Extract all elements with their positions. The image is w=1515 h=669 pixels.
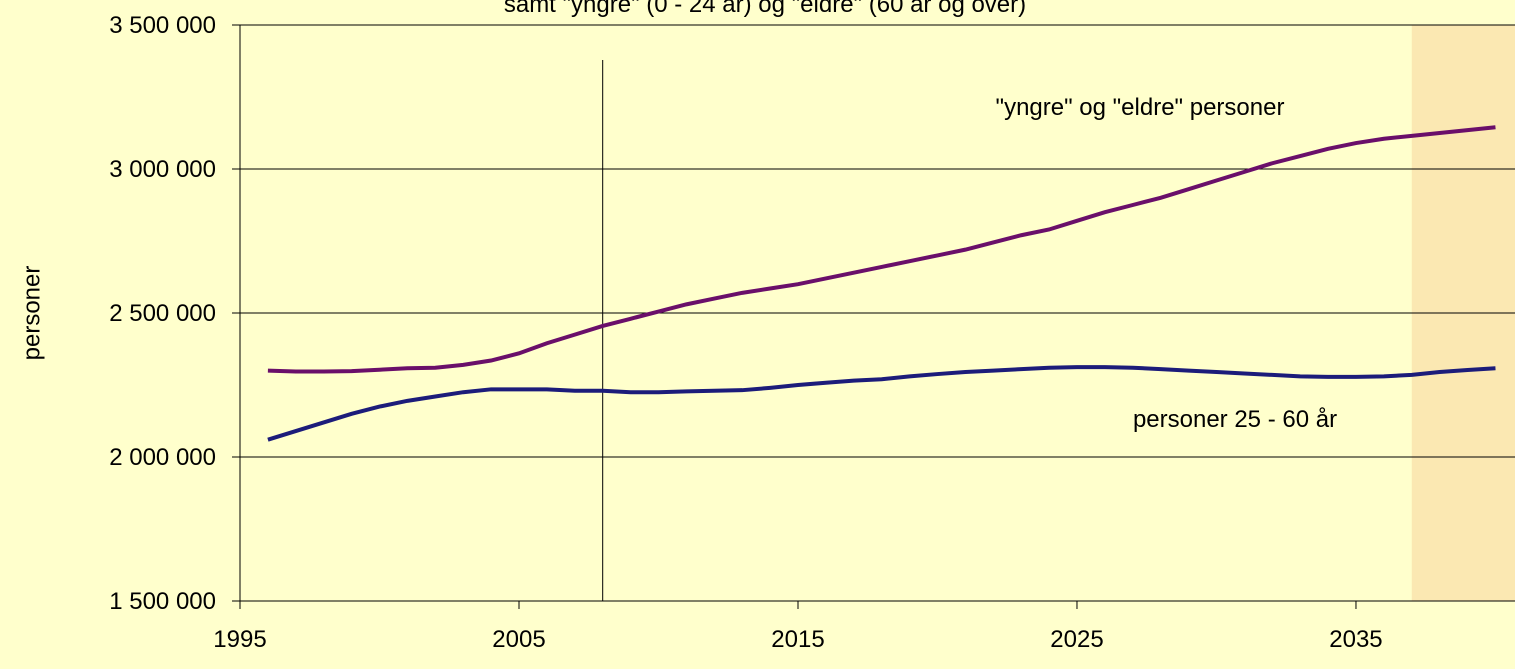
y-tick-label: 2 000 000 — [109, 444, 216, 471]
x-tick-label: 2005 — [492, 626, 545, 653]
series-line — [267, 125, 1496, 374]
annotation: "yngre" og "eldre" personer — [996, 94, 1285, 121]
y-tick-label: 3 000 000 — [109, 156, 216, 183]
y-tick-label: 1 500 000 — [109, 588, 216, 615]
x-tick-label: 2015 — [771, 626, 824, 653]
y-axis-label: personer — [18, 266, 45, 361]
series-line — [267, 365, 1496, 442]
x-tick-label: 2035 — [1329, 626, 1382, 653]
y-tick-label: 3 500 000 — [109, 12, 216, 39]
y-tick-label: 2 500 000 — [109, 300, 216, 327]
chart-title: samt "yngre" (0 - 24 år) og "eldre" (60 … — [504, 0, 1026, 18]
annotation: personer 25 - 60 år — [1133, 406, 1337, 433]
x-tick-label: 1995 — [213, 626, 266, 653]
x-tick-label: 2025 — [1050, 626, 1103, 653]
